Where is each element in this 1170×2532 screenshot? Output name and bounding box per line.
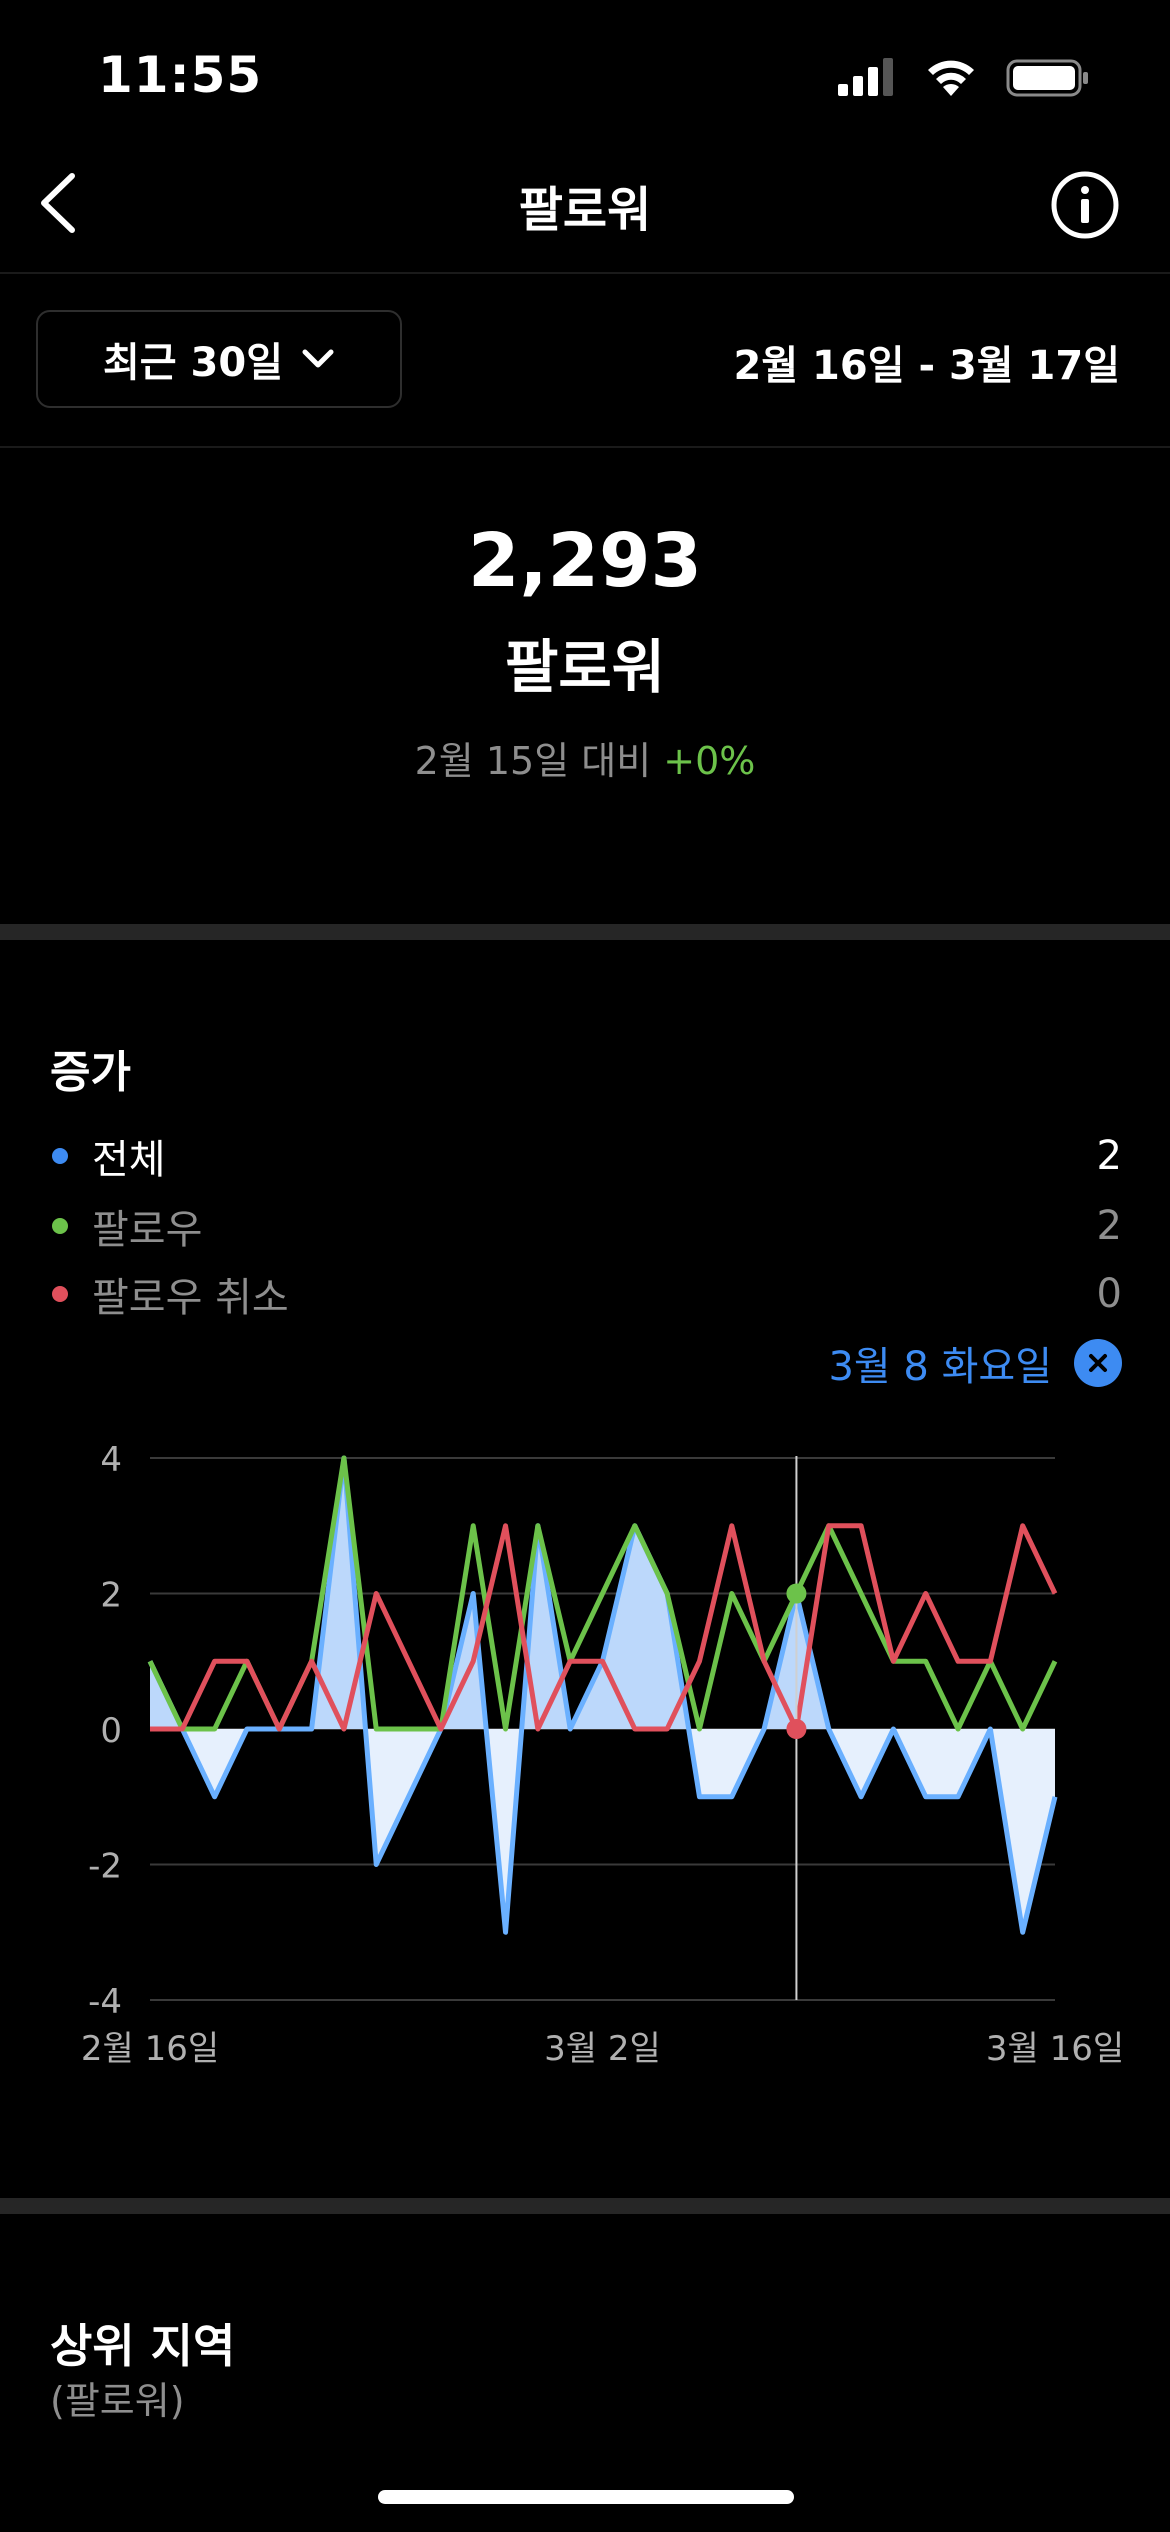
legend-dot-total bbox=[52, 1148, 68, 1164]
y-tick-label: -4 bbox=[88, 1982, 122, 2022]
x-tick-label: 3월 16일 bbox=[986, 2029, 1124, 2069]
legend-row-unfollow: 팔로우 취소 0 bbox=[50, 1266, 1122, 1322]
chevron-down-icon bbox=[302, 349, 334, 368]
back-button[interactable] bbox=[34, 168, 94, 238]
legend-dot-follow bbox=[52, 1218, 68, 1234]
nav-divider bbox=[0, 272, 1170, 274]
date-range-dropdown-label: 최근 30일 bbox=[103, 340, 283, 386]
comparison-prefix: 2월 15일 대비 bbox=[414, 739, 664, 783]
selected-date-label: 3월 8 화요일 bbox=[828, 1344, 1052, 1390]
date-range-dropdown[interactable]: 최근 30일 bbox=[36, 310, 402, 408]
page-title: 팔로워 bbox=[518, 182, 652, 238]
range-divider bbox=[0, 446, 1170, 448]
status-time: 11:55 bbox=[98, 46, 263, 104]
follower-count: 2,293 bbox=[467, 518, 703, 604]
total-area-positive bbox=[150, 1458, 1055, 1729]
info-icon bbox=[1051, 171, 1119, 239]
x-tick-label: 3월 2일 bbox=[544, 2029, 661, 2069]
chevron-left-icon bbox=[41, 173, 75, 233]
section-separator-2 bbox=[0, 2198, 1170, 2214]
date-range-text: 2월 16일 - 3월 17일 bbox=[733, 343, 1121, 389]
wifi-icon bbox=[928, 60, 974, 96]
highlight-point-follow bbox=[786, 1583, 807, 1604]
legend-row-total: 전체 2 bbox=[50, 1128, 1122, 1184]
total-area-negative bbox=[150, 1729, 1055, 1933]
top-regions-title: 상위 지역 bbox=[50, 2319, 236, 2373]
y-tick-label: 4 bbox=[100, 1440, 122, 1480]
legend-dot-unfollow bbox=[52, 1286, 68, 1302]
top-regions-subtitle: (팔로워) bbox=[50, 2379, 185, 2423]
home-indicator bbox=[378, 2490, 794, 2504]
status-icons bbox=[838, 56, 1090, 100]
legend-label-total: 전체 bbox=[92, 1137, 166, 1183]
legend-value-total: 2 bbox=[1096, 1133, 1122, 1179]
y-tick-label: 2 bbox=[100, 1576, 122, 1616]
legend-value-unfollow: 0 bbox=[1096, 1271, 1122, 1317]
legend-label-unfollow: 팔로우 취소 bbox=[92, 1275, 289, 1321]
info-button[interactable] bbox=[1050, 170, 1120, 240]
legend-row-follow: 팔로우 2 bbox=[50, 1198, 1122, 1254]
follower-comparison: 2월 15일 대비 +0% bbox=[0, 730, 1170, 785]
section-separator bbox=[0, 924, 1170, 940]
y-tick-label: 0 bbox=[100, 1711, 122, 1751]
follower-label: 팔로워 bbox=[504, 633, 666, 701]
close-icon bbox=[1089, 1354, 1107, 1372]
growth-chart[interactable]: 4 2 0 -2 -4 2월 16일 3월 2일 3월 16일 bbox=[0, 1400, 1170, 2100]
legend-label-follow: 팔로우 bbox=[92, 1207, 203, 1253]
clear-selection-button[interactable] bbox=[1074, 1339, 1122, 1387]
x-tick-label: 2월 16일 bbox=[81, 2029, 219, 2069]
growth-section-title: 증가 bbox=[50, 1047, 131, 1098]
unfollow-line bbox=[150, 1523, 1058, 1732]
battery-icon bbox=[1006, 59, 1088, 97]
comparison-change: +0% bbox=[663, 739, 756, 783]
legend-value-follow: 2 bbox=[1096, 1203, 1122, 1249]
selected-date-chip: 3월 8 화요일 bbox=[828, 1336, 1122, 1390]
y-tick-label: -2 bbox=[88, 1847, 122, 1887]
cellular-signal-icon bbox=[838, 58, 893, 96]
highlight-point-unfollow bbox=[786, 1719, 807, 1739]
